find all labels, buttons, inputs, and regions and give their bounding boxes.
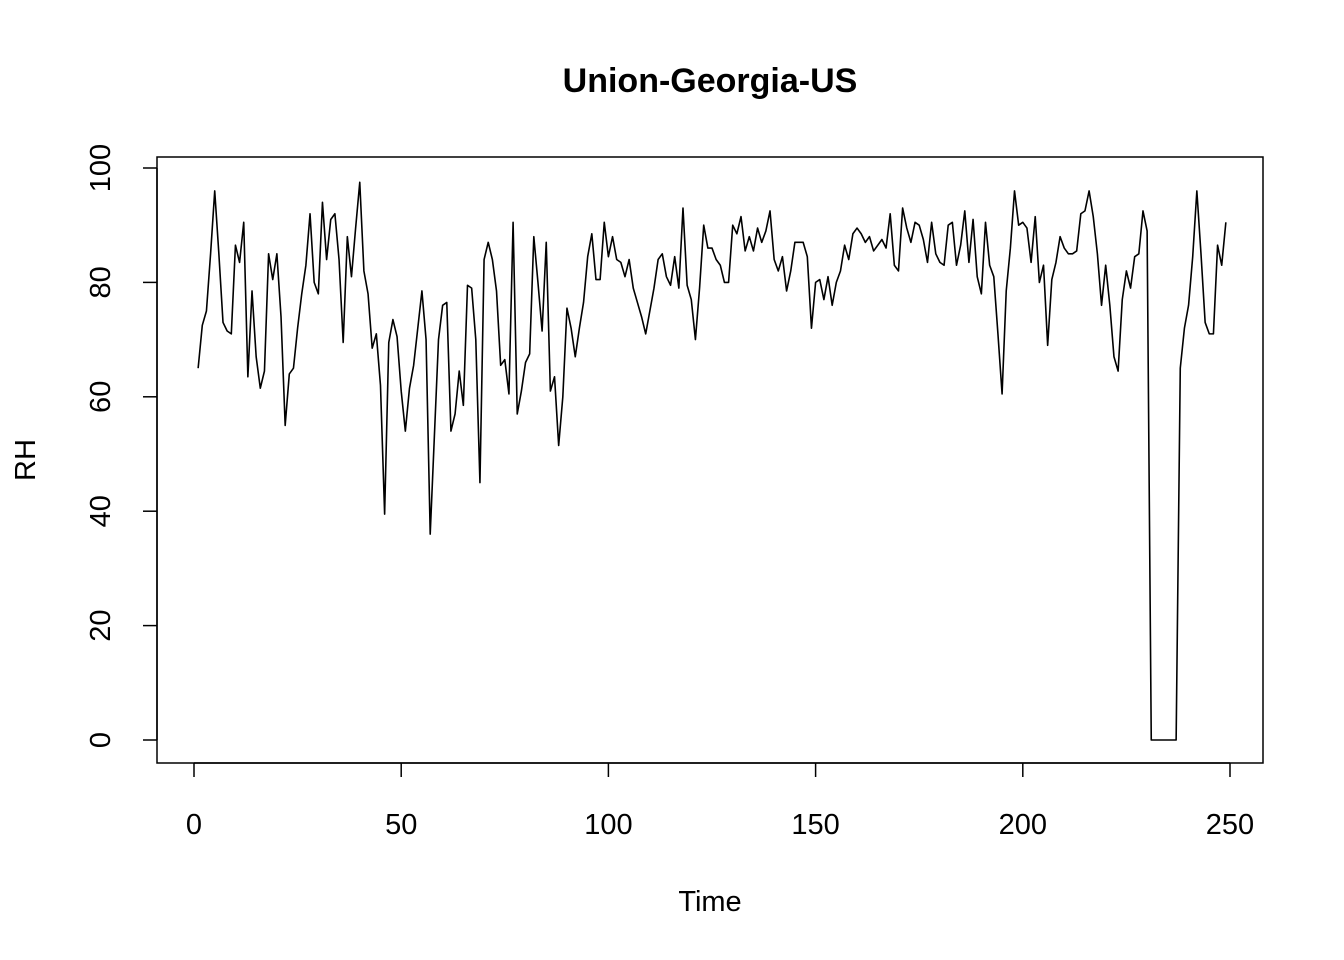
x-tick-label: 100	[584, 809, 632, 841]
series-line-1	[197, 181, 1227, 741]
x-tick-label: 0	[186, 809, 202, 841]
y-axis-label: RH	[10, 439, 42, 481]
y-tick-label: 80	[85, 266, 117, 298]
x-tick-label: 200	[999, 809, 1047, 841]
y-tick-label: 60	[85, 381, 117, 413]
x-tick-label: 150	[791, 809, 839, 841]
x-axis: 0 50 100 150 200 250	[186, 762, 1254, 841]
x-tick-label: 50	[385, 809, 417, 841]
series-group	[197, 181, 1227, 741]
y-axis: 0 20 40 60 80 100	[85, 144, 158, 748]
x-axis-label: Time	[678, 886, 741, 918]
y-tick-label: 100	[85, 144, 117, 192]
y-tick-label: 40	[85, 495, 117, 527]
chart-title: Union-Georgia-US	[563, 62, 858, 100]
x-tick-label: 250	[1206, 809, 1254, 841]
y-tick-label: 20	[85, 609, 117, 641]
y-tick-label: 0	[85, 732, 117, 748]
